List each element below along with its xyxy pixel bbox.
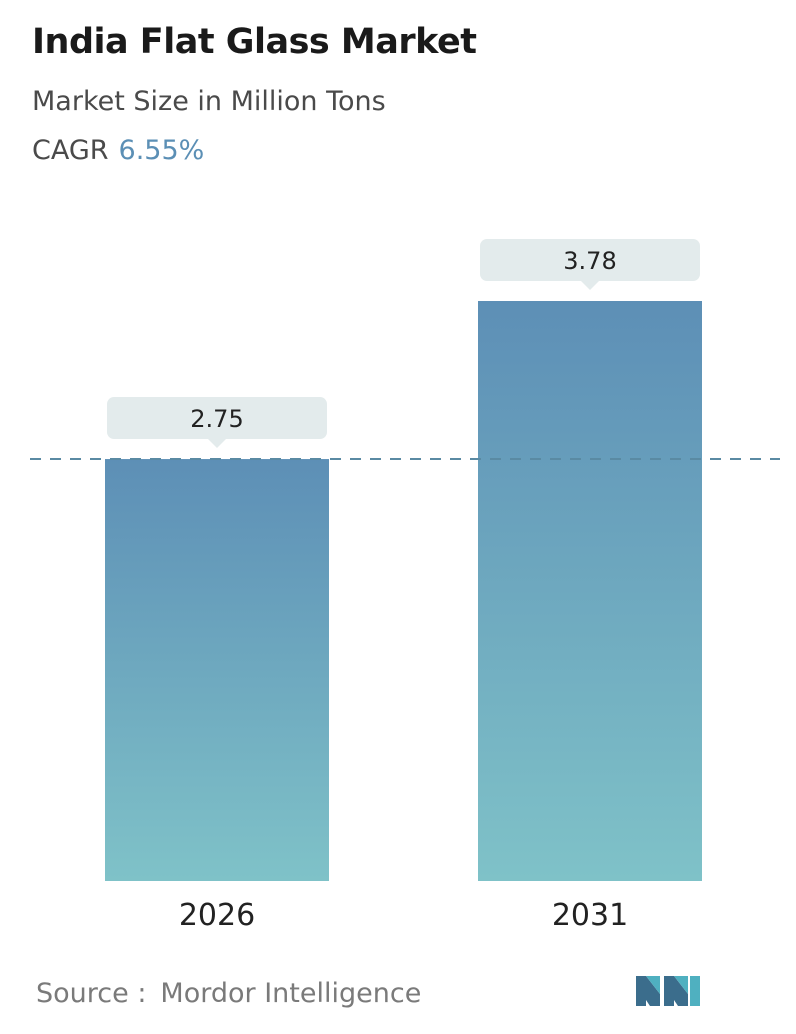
value-label-2026: 2.75	[190, 405, 243, 433]
bar-2031	[478, 301, 702, 881]
value-label-pointer-2026	[208, 439, 226, 449]
category-label-2026: 2026	[179, 898, 255, 933]
chart-subtitle: Market Size in Million Tons	[32, 86, 386, 117]
bar-2026	[105, 459, 329, 881]
chart-title: India Flat Glass Market	[32, 22, 477, 62]
bar-chart: 2.75 2026 3.78 2031	[30, 239, 780, 933]
source-line: Source : Mordor Intelligence	[36, 978, 421, 1009]
value-label-pointer-2031	[581, 281, 599, 290]
cagr-value: 6.55%	[118, 135, 205, 166]
mordor-intelligence-logo-icon	[636, 976, 700, 1006]
value-label-box-2026	[107, 397, 327, 440]
value-label-box-2031	[480, 239, 700, 281]
source-label: Source :	[36, 978, 147, 1009]
cagr-line: CAGR 6.55%	[32, 135, 204, 166]
cagr-label: CAGR	[32, 135, 109, 166]
category-label-2031: 2031	[552, 898, 628, 933]
value-label-2031: 3.78	[563, 247, 616, 275]
source-value: Mordor Intelligence	[160, 978, 422, 1009]
